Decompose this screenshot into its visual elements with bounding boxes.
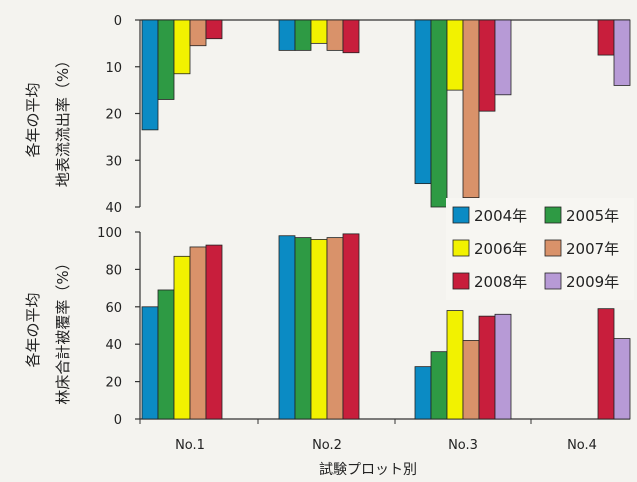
category-label: No.4 bbox=[567, 438, 597, 453]
legend-label: 2004年 bbox=[474, 207, 527, 225]
bottom-panel-floor-cover: 0 20 40 60 80 100 No.1 No.2 No.3 No.4 bbox=[97, 226, 631, 453]
bar-No1-2 bbox=[173, 255, 191, 420]
bar-No3-2 bbox=[446, 310, 464, 420]
bar-No1-4 bbox=[205, 244, 223, 420]
legend: 2004年 2005年 2006年 2007年 2008年 2009年 bbox=[446, 198, 634, 300]
bar-No3-3 bbox=[462, 340, 480, 420]
legend-box bbox=[446, 198, 634, 300]
legend-swatch bbox=[544, 206, 562, 224]
bottom-ylabel-line1: 各年の平均 bbox=[24, 292, 42, 367]
bar-No2-2 bbox=[310, 239, 328, 420]
bar-No2-3 bbox=[326, 19, 344, 51]
bar-No2-3 bbox=[326, 237, 344, 420]
bar-No1-1 bbox=[157, 19, 175, 100]
bar-No3-1 bbox=[430, 351, 448, 420]
bar-No3-1 bbox=[430, 19, 448, 208]
legend-swatch bbox=[452, 272, 470, 290]
bar-No2-4 bbox=[342, 233, 360, 420]
legend-swatch bbox=[544, 239, 562, 257]
legend-label: 2009年 bbox=[566, 273, 619, 291]
legend-label: 2006年 bbox=[474, 240, 527, 258]
bar-No2-0 bbox=[278, 19, 296, 51]
top-panel-surface-runoff: 0 10 20 30 40 bbox=[105, 14, 631, 216]
y-tick-label: 60 bbox=[105, 301, 122, 316]
legend-swatch bbox=[544, 272, 562, 290]
category-label: No.2 bbox=[312, 438, 342, 453]
bar-No3-0 bbox=[414, 366, 432, 420]
y-tick-label: 20 bbox=[105, 108, 122, 123]
bar-No4-5 bbox=[613, 19, 631, 86]
bar-No1-2 bbox=[173, 19, 191, 75]
bar-No3-4 bbox=[478, 19, 496, 112]
bar-No3-3 bbox=[462, 19, 480, 199]
legend-label: 2005年 bbox=[566, 207, 619, 225]
top-ylabel-line2: 地表流流出率（%） bbox=[54, 53, 72, 187]
bar-No1-0 bbox=[141, 19, 159, 131]
category-label: No.1 bbox=[175, 438, 205, 453]
bar-No4-4 bbox=[597, 19, 615, 56]
bottom-ylabel-line2: 林床合計被覆率（%） bbox=[54, 255, 72, 404]
y-tick-label: 30 bbox=[105, 154, 122, 169]
bar-No2-1 bbox=[294, 19, 312, 51]
x-axis-label: 試験プロット別 bbox=[319, 462, 417, 478]
bar-No1-4 bbox=[205, 19, 223, 40]
legend-swatch bbox=[452, 206, 470, 224]
bar-No4-4 bbox=[597, 308, 615, 420]
bar-No3-5 bbox=[494, 19, 512, 96]
bar-No2-2 bbox=[310, 19, 328, 44]
y-tick-label: 100 bbox=[97, 226, 122, 241]
y-tick-label: 80 bbox=[105, 263, 122, 278]
legend-swatch bbox=[452, 239, 470, 257]
bar-No2-1 bbox=[294, 237, 312, 420]
y-tick-label: 40 bbox=[105, 338, 122, 353]
bar-No1-1 bbox=[157, 289, 175, 420]
bar-No1-0 bbox=[141, 306, 159, 420]
bar-No2-4 bbox=[342, 19, 360, 54]
bar-No3-0 bbox=[414, 19, 432, 185]
bar-No1-3 bbox=[189, 246, 207, 420]
bar-No1-3 bbox=[189, 19, 207, 47]
bar-No3-5 bbox=[494, 313, 512, 420]
bar-No2-0 bbox=[278, 235, 296, 420]
y-tick-label: 10 bbox=[105, 61, 122, 76]
bar-No4-5 bbox=[613, 338, 631, 420]
top-ylabel-line1: 各年の平均 bbox=[24, 82, 42, 157]
category-label: No.3 bbox=[448, 438, 478, 453]
y-tick-label: 0 bbox=[114, 14, 122, 29]
bar-No3-2 bbox=[446, 19, 464, 91]
y-tick-label: 0 bbox=[114, 413, 122, 428]
y-tick-label: 40 bbox=[105, 201, 122, 216]
legend-label: 2008年 bbox=[474, 273, 527, 291]
bar-No3-4 bbox=[478, 315, 496, 420]
y-axis-labels: 各年の平均 地表流流出率（%） 各年の平均 林床合計被覆率（%） bbox=[24, 53, 72, 405]
y-tick-label: 20 bbox=[105, 376, 122, 391]
legend-label: 2007年 bbox=[566, 240, 619, 258]
